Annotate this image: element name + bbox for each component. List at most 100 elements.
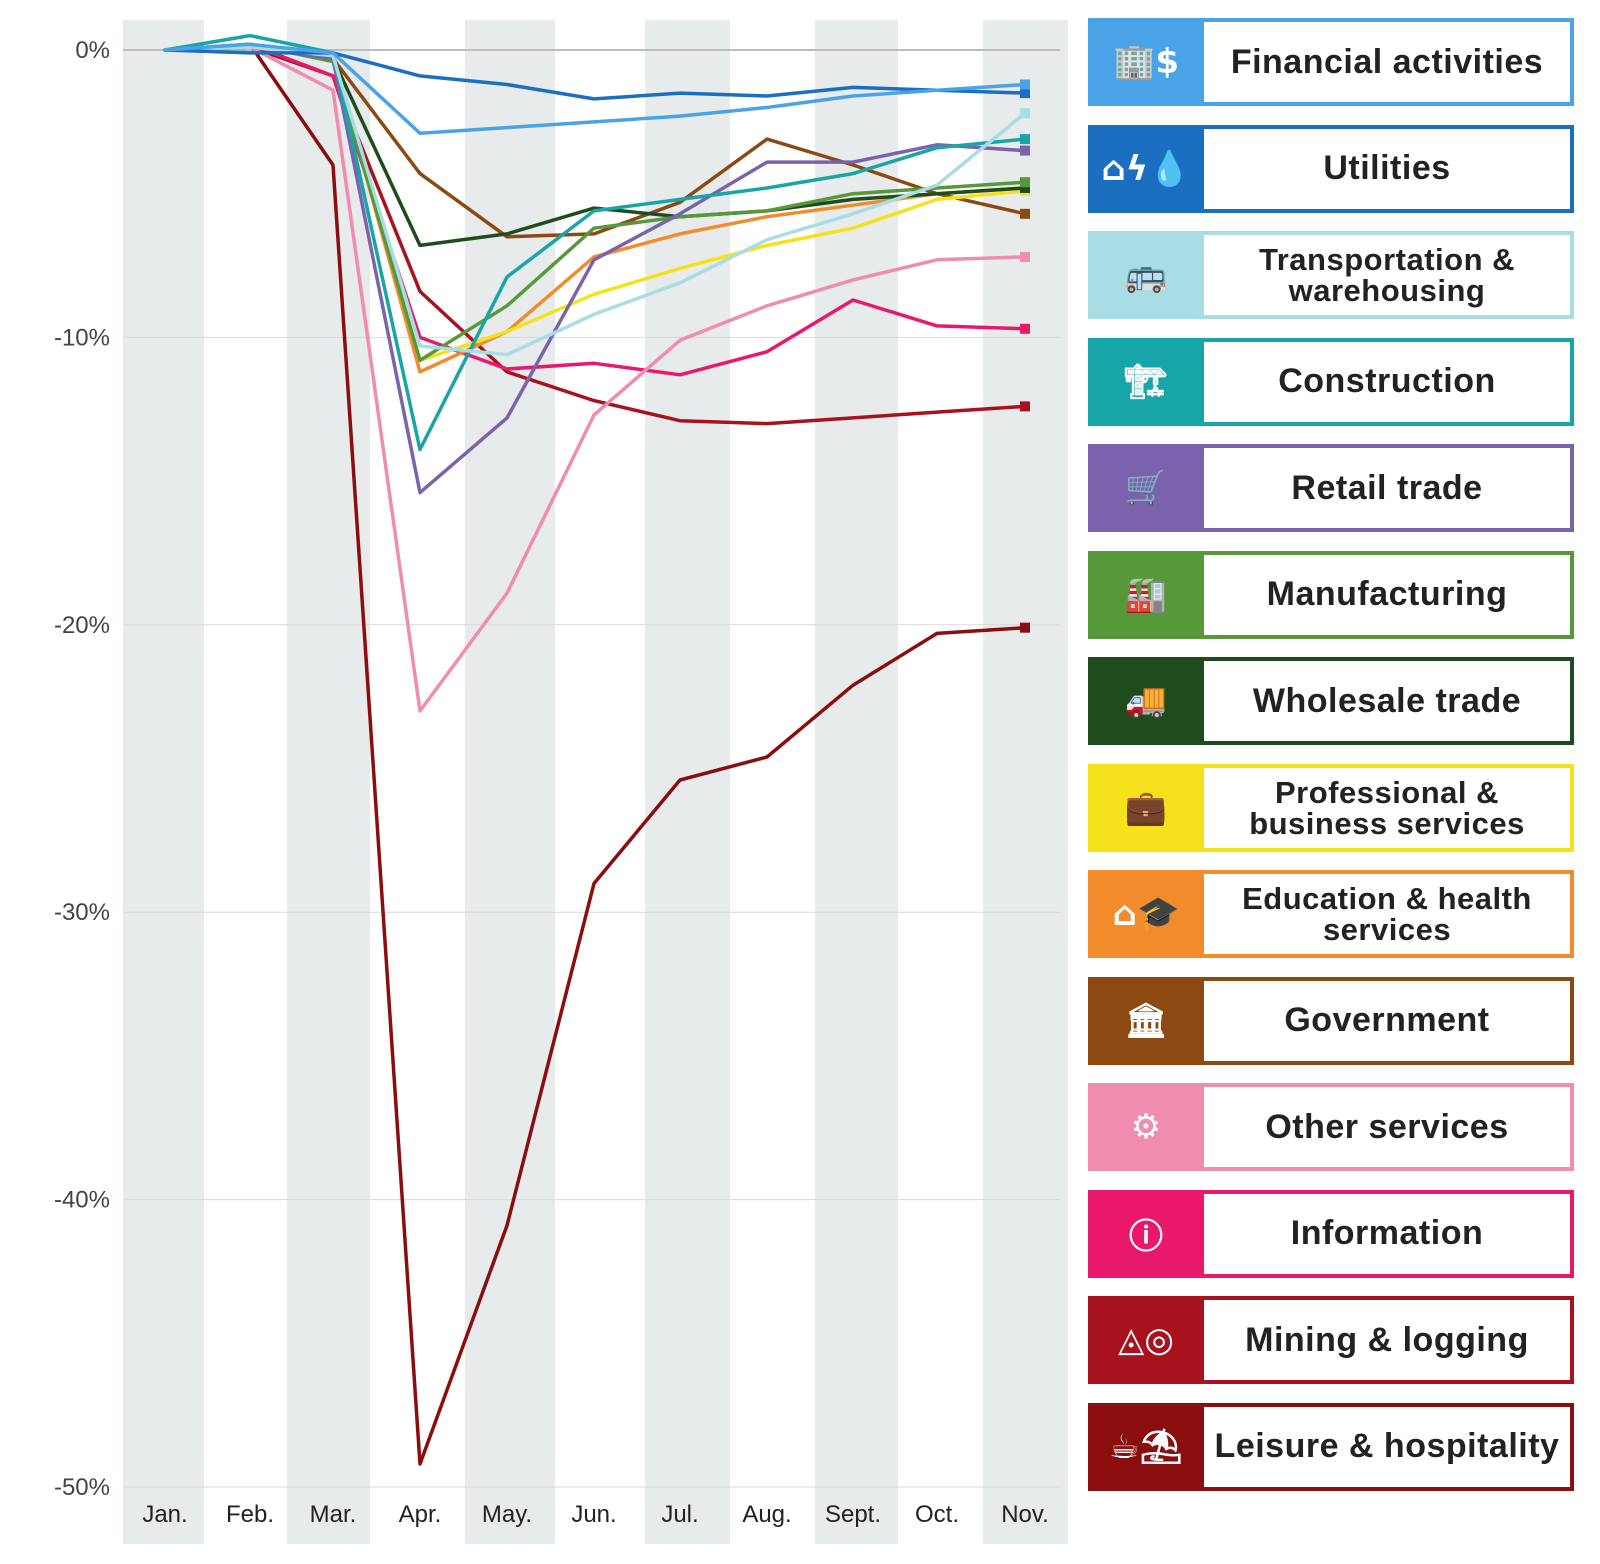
bus-car-icon-glyph: 🚌 [1124,255,1168,295]
legend-item: 🏛 Government [1088,976,1574,1065]
series-end-marker [1020,108,1030,119]
legend-item: ⌂ϟ💧 Utilities [1088,124,1574,213]
month-band [204,20,287,1544]
series-line [163,48,1027,101]
month-band [370,20,465,1544]
series-end-marker [1020,88,1030,99]
series-lines [163,33,1027,1466]
crane-building-icon: 🏗 [1088,338,1204,426]
series-end-marker [1020,182,1030,193]
information-icon: ⓘ [1088,1190,1204,1278]
shopping-cart-icon: 🛒 [1088,444,1204,532]
series-line [163,42,1027,377]
information-icon-glyph: ⓘ [1129,1217,1163,1257]
gears-hand-icon: ⚙ [1088,1083,1204,1171]
x-tick-label: Oct. [915,1501,959,1528]
house-utilities-icon: ⌂ϟ💧 [1088,125,1204,213]
x-axis-labels: Jan. Feb. Mar. Apr. May. Jun. Jul. Aug. Sept. Oct… [142,1501,1048,1528]
month-band [730,20,815,1544]
crane-building-icon-glyph: 🏗 [1124,361,1168,402]
series-line [163,42,1027,136]
house-utilities-icon-glyph: ⌂ϟ💧 [1101,148,1191,189]
series-end-marker [1020,177,1030,188]
legend-label: Financial activities [1204,22,1570,102]
y-tick-label: -40% [54,1187,110,1214]
legend-label: Professional & business services [1204,767,1570,848]
legend-item: ⚙ Other services [1088,1083,1574,1171]
series-end-marker [1020,251,1030,262]
x-tick-label: Jul. [661,1501,698,1528]
y-tick-label: -10% [54,324,110,351]
y-axis-labels: 0% -10% -20% -30% -40% -50% [54,37,110,1501]
month-band [898,20,983,1544]
x-tick-label: Apr. [399,1501,442,1528]
legend-item: ⓘ Information [1088,1189,1574,1278]
legend-label: Mining & logging [1204,1300,1570,1380]
series-end-marker [1020,134,1030,145]
delivery-truck-icon: 🚚 [1088,657,1204,745]
month-band [645,20,730,1544]
series-line [163,33,1027,452]
legend-item: ◬◎ Mining & logging [1088,1296,1574,1384]
capitol-building-icon: 🏛 [1088,977,1204,1065]
x-tick-label: Aug. [742,1501,791,1528]
month-band [815,20,898,1544]
legend-label: Information [1204,1193,1570,1274]
school-hospital-icon-glyph: ⌂🎓 [1112,894,1180,934]
x-tick-label: Mar. [310,1501,357,1528]
legend-item: 🏭 Manufacturing [1088,550,1574,639]
series-end-marker [1020,145,1030,156]
school-hospital-icon: ⌂🎓 [1088,870,1204,958]
coffee-beach-icon: ☕⛱ [1088,1403,1204,1491]
building-dollar-icon-glyph: 🏢$ [1113,42,1179,82]
y-tick-label: -50% [54,1474,110,1501]
capitol-building-icon-glyph: 🏛 [1124,1000,1168,1041]
briefcase-hand-icon-glyph: 💼 [1124,787,1168,828]
briefcase-hand-icon: 💼 [1088,764,1204,852]
legend-item: ⌂🎓 Education & health services [1088,870,1574,958]
x-tick-label: Jun. [571,1501,616,1528]
legend-label: Other services [1204,1087,1570,1167]
y-tick-label: -20% [54,612,110,639]
factory-icon: 🏭 [1088,551,1204,639]
legend-item: 🚚 Wholesale trade [1088,657,1574,745]
legend-label: Retail trade [1204,448,1570,528]
month-band [123,20,204,1544]
delivery-truck-icon-glyph: 🚚 [1124,681,1168,721]
legend-label: Construction [1204,341,1570,422]
series-end-marker [1020,208,1030,219]
series-end-marker [1020,79,1030,90]
rocks-logs-icon-glyph: ◬◎ [1118,1320,1174,1360]
x-tick-label: Jan. [142,1501,187,1528]
rocks-logs-icon: ◬◎ [1088,1296,1204,1384]
shopping-cart-icon-glyph: 🛒 [1124,468,1168,508]
legend-item: 💼 Professional & business services [1088,763,1574,852]
series-end-markers [1020,79,1030,633]
series-line [163,45,1027,713]
legend-item: ☕⛱ Leisure & hospitality [1088,1402,1574,1491]
month-band [555,20,645,1544]
y-tick-label: -30% [54,899,110,926]
legend-label: Leisure & hospitality [1204,1406,1570,1487]
legend-item: 🛒 Retail trade [1088,444,1574,532]
legend-label: Education & health services [1204,874,1570,954]
legend-item: 🏢$ Financial activities [1088,18,1574,106]
legend-label: Manufacturing [1204,554,1570,635]
legend-label: Wholesale trade [1204,661,1570,741]
x-tick-label: Feb. [226,1501,274,1528]
month-bands [123,20,1068,1544]
month-band [983,20,1068,1544]
x-tick-label: May. [482,1501,532,1528]
x-tick-label: Nov. [1001,1501,1049,1528]
series-end-marker [1020,622,1030,633]
legend-label: Government [1204,980,1570,1061]
series-line [163,45,1027,495]
legend-item: 🚌 Transportation & warehousing [1088,231,1574,319]
factory-icon-glyph: 🏭 [1124,574,1168,615]
legend-label: Utilities [1204,128,1570,209]
bus-car-icon: 🚌 [1088,231,1204,319]
coffee-beach-icon-glyph: ☕⛱ [1109,1426,1183,1467]
y-tick-label: 0% [75,37,110,64]
series-line [163,42,1027,1466]
